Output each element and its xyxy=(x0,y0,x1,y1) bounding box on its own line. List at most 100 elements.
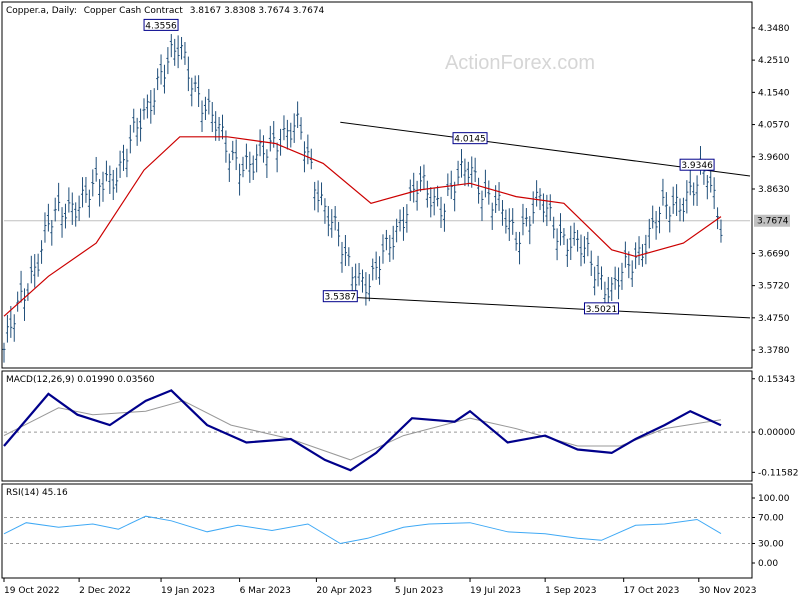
price-bar xyxy=(200,100,204,132)
price-bar xyxy=(719,219,723,243)
price-bar xyxy=(412,172,416,203)
price-bar xyxy=(67,187,71,213)
price-pane-frame xyxy=(1,1,753,369)
price-bar xyxy=(313,181,317,211)
price-bar xyxy=(115,167,119,193)
price-bar xyxy=(2,342,6,363)
price-bar xyxy=(142,98,146,120)
price-bar xyxy=(647,218,651,249)
price-bar xyxy=(207,88,211,115)
price-bar xyxy=(29,255,33,284)
price-bar xyxy=(180,36,184,60)
y-tick-label: 3.6690 xyxy=(758,249,790,259)
x-tick-label: 19 Oct 2022 xyxy=(4,586,60,596)
price-bar xyxy=(104,160,108,182)
price-bar xyxy=(183,41,187,65)
price-bar xyxy=(176,35,180,69)
price-bar xyxy=(408,179,412,202)
price-bar xyxy=(9,305,13,338)
price-annotation: 3.5387 xyxy=(322,290,358,303)
price-bar xyxy=(391,225,395,260)
price-bar xyxy=(401,206,405,241)
price-bar xyxy=(111,169,115,200)
price-bar xyxy=(538,188,542,211)
y-tick-label: 3.9600 xyxy=(758,153,790,163)
price-bar xyxy=(125,148,129,178)
price-bar xyxy=(22,288,26,321)
y-tick-label: 4.1540 xyxy=(758,88,790,98)
price-bar xyxy=(466,161,470,187)
price-bar xyxy=(436,185,440,207)
price-bar xyxy=(511,208,515,235)
price-bar xyxy=(326,206,330,237)
price-bar xyxy=(576,229,580,252)
price-bar xyxy=(258,129,262,157)
price-bar xyxy=(169,34,173,58)
price-bar xyxy=(282,115,286,141)
price-bar xyxy=(695,175,699,206)
price-bar xyxy=(473,157,477,183)
price-bar xyxy=(651,205,655,229)
price-bar xyxy=(419,166,423,192)
price-bar xyxy=(360,269,364,293)
rsi-line xyxy=(3,515,722,545)
price-bar xyxy=(173,38,177,66)
y-tick-label: 4.2510 xyxy=(758,56,790,66)
price-bar xyxy=(26,283,30,301)
price-bar xyxy=(483,169,487,198)
price-bar xyxy=(241,156,245,178)
x-tick-label: 30 Nov 2023 xyxy=(699,586,757,596)
price-bar xyxy=(449,170,453,200)
x-tick-label: 1 Sep 2023 xyxy=(545,586,596,596)
price-bar xyxy=(378,256,382,285)
price-bar xyxy=(541,193,545,223)
y-tick-label: -0.11582 xyxy=(758,468,798,478)
price-bar xyxy=(231,140,235,161)
price-bar xyxy=(84,176,88,203)
current-price-box xyxy=(754,214,790,227)
price-bar xyxy=(480,190,484,222)
price-annotation: 3.9346 xyxy=(679,158,715,171)
price-bar xyxy=(562,228,566,246)
price-annotation-label: 4.0145 xyxy=(454,135,486,145)
price-bar xyxy=(156,68,160,91)
price-bar xyxy=(320,182,324,206)
price-bar xyxy=(552,216,556,239)
price-bar xyxy=(507,208,511,241)
price-bar xyxy=(19,270,23,303)
price-bar xyxy=(190,77,194,107)
price-bar xyxy=(500,200,504,226)
price-bar xyxy=(559,213,563,246)
price-bar xyxy=(582,236,586,264)
price-bar xyxy=(275,142,279,173)
price-bar xyxy=(108,165,112,195)
y-tick-label: 4.0570 xyxy=(758,121,790,131)
price-bar xyxy=(98,179,102,207)
price-bar xyxy=(429,187,433,218)
price-bar xyxy=(422,164,426,191)
price-bar xyxy=(518,231,522,265)
price-bar xyxy=(367,274,371,302)
x-tick-label: 20 Apr 2023 xyxy=(316,586,372,596)
price-annotation-label: 3.5021 xyxy=(586,305,618,315)
price-bar xyxy=(118,150,122,178)
price-bar xyxy=(227,153,231,182)
price-bar xyxy=(323,198,327,224)
macd-pane-title: MACD(12,26,9) 0.01990 0.03560 xyxy=(6,375,155,385)
price-bar xyxy=(388,234,392,262)
price-bar xyxy=(705,175,709,200)
price-annotation-box xyxy=(583,302,619,315)
price-bar xyxy=(255,144,259,173)
price-bar xyxy=(268,125,272,152)
price-bar xyxy=(617,267,621,300)
price-bar xyxy=(664,192,668,220)
price-annotation-box xyxy=(452,132,488,145)
price-bar xyxy=(545,194,549,227)
x-tick-label: 19 Jan 2023 xyxy=(161,586,215,596)
price-bar xyxy=(5,314,9,343)
price-bar xyxy=(94,156,98,182)
price-bar xyxy=(337,221,341,247)
y-tick-label: 70.00 xyxy=(758,514,784,524)
x-tick-label: 5 Jun 2023 xyxy=(395,586,443,596)
